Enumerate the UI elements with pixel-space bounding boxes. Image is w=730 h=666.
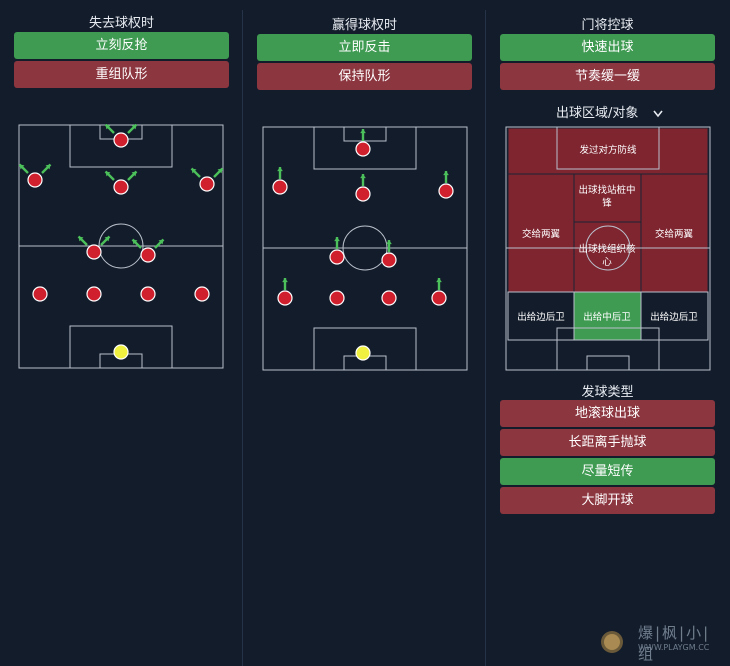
player-marker [329,249,345,265]
brand-logo-icon [601,631,623,653]
zone-center-back[interactable] [573,291,642,341]
player-marker [194,286,210,302]
player-marker [113,179,129,195]
lose-possession-pitch [18,124,224,369]
slow-tempo-button[interactable]: 节奏缓一缓 [500,63,715,90]
player-marker [329,290,345,306]
watermark-brand: 爆|枫|小|组 [638,624,711,663]
zone-beyond-defense[interactable] [507,127,709,175]
quick-distribution-button[interactable]: 快速出球 [500,34,715,61]
player-marker [113,132,129,148]
player-marker [140,247,156,263]
zone-label-right-wide: 交给两翼 [655,228,694,240]
counter-press-button[interactable]: 立刻反抢 [14,32,229,59]
column-divider [242,10,243,666]
movement-arrow-head [131,124,137,130]
movement-arrow-head [105,124,111,130]
zone-label-top: 发过对方防线 [579,144,637,156]
chevron-down-icon [652,110,663,117]
win-possession-title: 赢得球权时 [331,18,397,33]
movement-arrow-head [386,240,392,245]
movement-arrow-head [282,278,288,283]
movement-arrow-head [105,171,111,177]
zone-label-left-wide: 交给两翼 [522,228,561,240]
zone-right-back[interactable] [640,291,709,341]
movement-arrow-head [360,174,366,179]
movement-arrow-head [443,171,449,176]
hold-shape-button[interactable]: 保持队形 [257,63,472,90]
pass-type-goal-kick-button[interactable]: 大脚开球 [500,487,715,514]
player-marker [277,290,293,306]
zone-label-center-forward: 出球找站桩中锋 [578,184,635,209]
movement-arrow-head [132,239,138,245]
player-marker [381,290,397,306]
pass-type-rolling-button[interactable]: 地滚球出球 [500,400,715,427]
player-marker [355,186,371,202]
distribution-target-dropdown[interactable]: 出球区域/对象 [556,102,663,121]
player-marker [32,286,48,302]
pass-type-title: 发球类型 [581,385,634,400]
zone-center-forward[interactable] [573,173,642,223]
movement-arrow-head [131,171,137,177]
zone-left-back[interactable] [507,291,575,341]
zone-label-right-back: 出给边后卫 [650,311,698,323]
watermark: 爆|枫|小|组 WWW.PLAYGM.CC [596,622,722,663]
goalkeeper-panel: 门将控球 快速出球 节奏缓一缓 出球区域/对象 发过对方防线 交给两翼 交给两翼… [486,0,730,666]
movement-arrow-head [277,167,283,172]
movement-arrow-head [217,168,223,174]
zone-left-wide[interactable] [507,173,575,293]
pass-type-long-throw-button[interactable]: 长距离手抛球 [500,429,715,456]
player-marker [431,290,447,306]
player-marker [355,141,371,157]
player-marker [140,286,156,302]
player-marker [272,179,288,195]
zone-label-center-core: 出球找组织核心 [578,243,636,268]
movement-arrow-head [158,239,164,245]
movement-arrow-head [78,236,84,242]
movement-arrow-head [436,278,442,283]
player-markers [272,129,454,361]
zone-center-core[interactable] [573,221,642,293]
player-marker [381,252,397,268]
watermark-url: WWW.PLAYGM.CC [638,643,710,652]
player-marker [199,176,215,192]
zone-right-wide[interactable] [640,173,709,293]
player-marker [27,172,43,188]
player-markers [18,124,224,360]
counter-attack-button[interactable]: 立即反击 [257,34,472,61]
player-marker [86,286,102,302]
distribution-target-label: 出球区域/对象 [556,106,639,121]
zone-label-left-back: 出给边后卫 [517,311,565,323]
movement-arrow-head [360,129,366,134]
zone-label-center-back: 出给中后卫 [583,311,631,323]
player-marker [438,183,454,199]
movement-arrow-head [104,236,110,242]
pass-type-short-button[interactable]: 尽量短传 [500,458,715,485]
regroup-button[interactable]: 重组队形 [14,61,229,88]
goalkeeper-marker [113,344,129,360]
win-possession-panel: 赢得球权时 立即反击 保持队形 [243,0,485,666]
player-marker [86,244,102,260]
movement-arrow-head [191,168,197,174]
movement-arrow-head [45,164,51,170]
goalkeeper-marker [355,345,371,361]
movement-arrow-head [334,237,340,242]
win-possession-pitch [262,126,468,371]
lose-possession-title: 失去球权时 [88,16,154,31]
movement-arrow-head [19,164,25,170]
distribution-zone-pitch: 发过对方防线 交给两翼 交给两翼 出球找站桩中锋 出球找组织核心 出给边后卫 出… [505,126,711,371]
lose-possession-panel: 失去球权时 立刻反抢 重组队形 [0,0,242,666]
goalkeeper-title: 门将控球 [581,18,634,33]
column-divider [485,10,486,666]
